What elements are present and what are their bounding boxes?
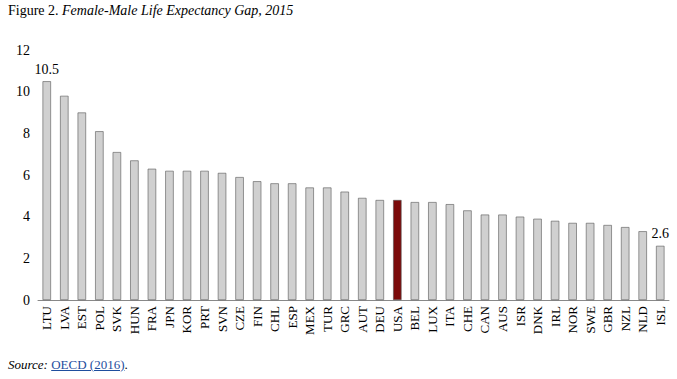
svg-text:CZE: CZE (232, 306, 247, 331)
svg-text:CHE: CHE (460, 306, 475, 332)
svg-text:EST: EST (74, 306, 89, 329)
svg-text:MEX: MEX (302, 305, 317, 335)
svg-text:0: 0 (23, 293, 30, 308)
svg-text:FRA: FRA (144, 305, 159, 331)
svg-text:ISR: ISR (513, 306, 528, 327)
svg-text:GBR: GBR (600, 306, 615, 333)
svg-text:NOR: NOR (565, 306, 580, 334)
svg-text:SWE: SWE (583, 306, 598, 334)
svg-text:LUX: LUX (425, 305, 440, 332)
svg-text:BEL: BEL (407, 306, 422, 331)
svg-text:JPN: JPN (162, 305, 177, 327)
svg-text:DNK: DNK (530, 305, 545, 334)
html-text:Figure 2. Female-Male Life Exp: Figure 2. Female-Male Life Expectancy Ga… (8, 3, 294, 18)
svg-text:ESP: ESP (285, 306, 300, 328)
svg-text:PRT: PRT (197, 306, 212, 329)
svg-text:TUR: TUR (320, 306, 335, 332)
svg-text:CAN: CAN (477, 305, 492, 333)
svg-text:4: 4 (23, 209, 30, 224)
svg-text:2.6: 2.6 (651, 226, 669, 241)
svg-text:ISL: ISL (653, 306, 668, 326)
svg-text:10.5: 10.5 (35, 62, 60, 77)
svg-text:LTU: LTU (39, 305, 54, 330)
svg-text:NLD: NLD (635, 306, 650, 333)
svg-text:ITA: ITA (442, 305, 457, 326)
svg-text:2: 2 (23, 251, 30, 266)
svg-text:USA: USA (390, 305, 405, 332)
svg-text:KOR: KOR (179, 306, 194, 334)
svg-text:POL: POL (92, 306, 107, 331)
svg-text:SVN: SVN (215, 305, 230, 332)
svg-text:CHL: CHL (267, 306, 282, 332)
svg-text:FIN: FIN (250, 305, 265, 327)
svg-text:AUT: AUT (355, 306, 370, 333)
svg-text:12: 12 (16, 43, 30, 58)
svg-text:6: 6 (23, 168, 30, 183)
svg-text:NZL: NZL (618, 306, 633, 331)
svg-text:8: 8 (23, 126, 30, 141)
svg-text:DEU: DEU (372, 305, 387, 332)
svg-text:AUS: AUS (495, 306, 510, 332)
svg-text:LVA: LVA (57, 305, 72, 329)
svg-text:HUN: HUN (127, 305, 142, 334)
svg-text:IRL: IRL (548, 306, 563, 327)
html-text:Source: OECD (2016).: Source: OECD (2016). (8, 357, 128, 372)
svg-text:SVK: SVK (109, 305, 124, 332)
svg-text:10: 10 (16, 84, 30, 99)
svg-text:GRC: GRC (337, 306, 352, 333)
